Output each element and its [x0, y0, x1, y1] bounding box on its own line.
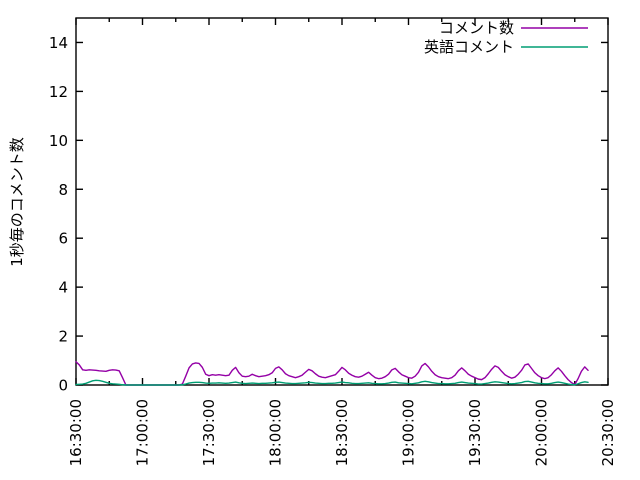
- y-tick-label: 12: [49, 83, 68, 101]
- legend-label: 英語コメント: [424, 38, 514, 56]
- x-tick-label: 16:30:00: [67, 399, 85, 466]
- y-axis-title: 1秒毎のコメント数: [8, 137, 26, 267]
- x-axis-tick-labels: 16:30:00 17:00:00 17:30:00 18:00:00 18:30:00…: [67, 399, 617, 466]
- legend-label: コメント数: [439, 19, 514, 37]
- y-tick-label: 8: [58, 181, 68, 199]
- x-tick-label: 19:00:00: [400, 399, 418, 466]
- x-tick-label: 18:00:00: [267, 399, 285, 466]
- x-tick-label: 17:30:00: [200, 399, 218, 466]
- x-tick-label: 20:00:00: [533, 399, 551, 466]
- x-tick-label: 19:30:00: [466, 399, 484, 466]
- x-tick-label: 17:00:00: [134, 399, 152, 466]
- x-tick-label: 20:30:00: [599, 399, 617, 466]
- y-tick-label: 4: [58, 279, 68, 297]
- y-tick-label: 2: [58, 328, 68, 346]
- y-tick-label: 0: [58, 377, 68, 395]
- plot-frame: [75, 17, 609, 386]
- y-tick-label: 10: [49, 132, 68, 150]
- x-tick-label: 18:30:00: [333, 399, 351, 466]
- y-axis-tick-labels: 0 2 4 6 8 10 12 14: [49, 34, 68, 395]
- data-series-group: [75, 361, 589, 386]
- y-tick-label: 6: [58, 230, 68, 248]
- series-line: [75, 379, 589, 386]
- y-tick-label: 14: [49, 34, 68, 52]
